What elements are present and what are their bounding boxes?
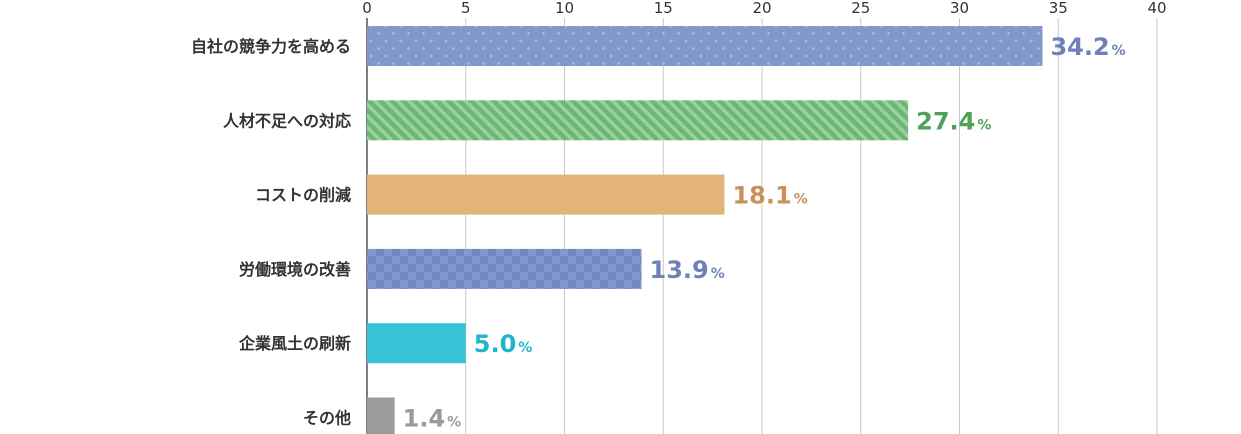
category-label: 労働環境の改善 (239, 260, 351, 279)
gridlines (366, 18, 1158, 434)
bar (367, 248, 642, 289)
category-label: その他 (303, 409, 351, 428)
bar (367, 323, 466, 364)
value-unit: % (711, 266, 725, 282)
category-label: 人材不足への対応 (223, 111, 351, 130)
category-label: 自社の競争力を高める (191, 37, 351, 56)
category-label: コストの削減 (255, 186, 351, 205)
value-number: 5.0 (474, 330, 517, 358)
value-labels: 34.2 %27.4 %18.1 %13.9 %5.0 %1.4% (403, 33, 1126, 433)
category-label: 企業風土の刷新 (238, 334, 351, 353)
x-tick-label: 15 (654, 0, 673, 17)
value-number: 18.1 (732, 182, 791, 210)
value-label: 18.1% (732, 182, 807, 210)
bar (367, 100, 909, 141)
category-labels: 自社の競争力を高める人材不足への対応コストの削減労働環境の改善企業風土の刷新その… (191, 37, 351, 428)
x-tick-label: 5 (461, 0, 471, 17)
bar (367, 174, 725, 215)
value-label: 1.4% (403, 405, 462, 433)
x-tick-label: 25 (851, 0, 870, 17)
value-number: 13.9 (650, 256, 709, 284)
value-unit: % (794, 192, 808, 208)
value-label: 27.4% (916, 107, 991, 135)
value-number: 34.2 (1050, 33, 1109, 61)
value-number: 27.4 (916, 107, 975, 135)
value-unit: % (1112, 43, 1126, 59)
x-tick-label: 30 (950, 0, 969, 17)
value-label: 34.2% (1050, 33, 1125, 61)
x-tick-label: 10 (555, 0, 574, 17)
x-tick-label: 40 (1147, 0, 1166, 17)
bar (367, 397, 395, 434)
x-tick-label: 0 (362, 0, 372, 17)
x-tick-label: 20 (752, 0, 771, 17)
value-number: 1.4 (403, 405, 446, 433)
value-unit: % (447, 415, 461, 431)
value-label: 5.0% (474, 330, 533, 358)
value-unit: % (977, 117, 991, 133)
value-unit: % (518, 340, 532, 356)
value-label: 13.9% (650, 256, 725, 284)
bar (367, 26, 1043, 66)
bars (367, 26, 1043, 434)
x-axis-ticks: 0 5 10 15 20 25 30 35 40 (362, 0, 1166, 17)
x-tick-label: 35 (1049, 0, 1068, 17)
